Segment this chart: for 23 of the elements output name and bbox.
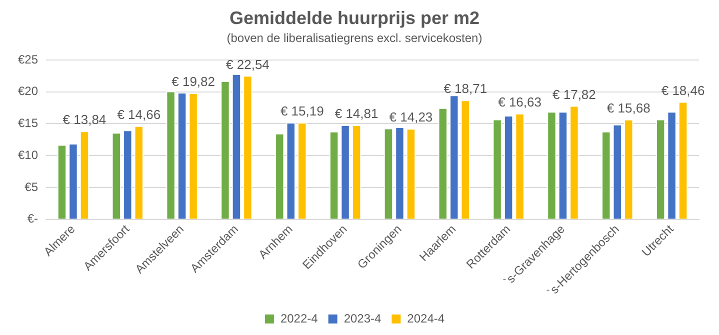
y-tick-label: €- bbox=[27, 212, 38, 226]
y-tick-label: €15 bbox=[18, 116, 38, 130]
data-label: € 14,66 bbox=[117, 106, 161, 122]
data-label: € 18,71 bbox=[444, 81, 488, 96]
legend-label: 2024-4 bbox=[407, 311, 445, 326]
data-label: € 19,82 bbox=[172, 74, 215, 90]
legend-label: 2022-4 bbox=[280, 311, 318, 326]
chart-subtitle: (boven de liberalisatiegrens excl. servicekosten) bbox=[226, 31, 482, 46]
chart-title: Gemiddelde huurprijs per m2 bbox=[229, 8, 480, 28]
y-tick-label: €20 bbox=[18, 84, 38, 98]
data-label: € 13,84 bbox=[62, 112, 106, 128]
y-tick-label: €10 bbox=[18, 148, 38, 162]
y-tick-label: €25 bbox=[18, 52, 38, 66]
data-label: € 15,19 bbox=[280, 104, 324, 119]
data-label: € 15,68 bbox=[606, 100, 650, 116]
data-label: € 14,23 bbox=[389, 110, 433, 125]
y-tick-label: €5 bbox=[24, 180, 38, 194]
legend-label: 2023-4 bbox=[344, 311, 382, 326]
data-label: € 16,63 bbox=[498, 94, 542, 110]
data-label: € 22,54 bbox=[226, 56, 270, 72]
data-label: € 18,46 bbox=[661, 82, 705, 98]
data-label: € 17,82 bbox=[552, 86, 596, 102]
data-label: € 14,81 bbox=[334, 106, 378, 122]
